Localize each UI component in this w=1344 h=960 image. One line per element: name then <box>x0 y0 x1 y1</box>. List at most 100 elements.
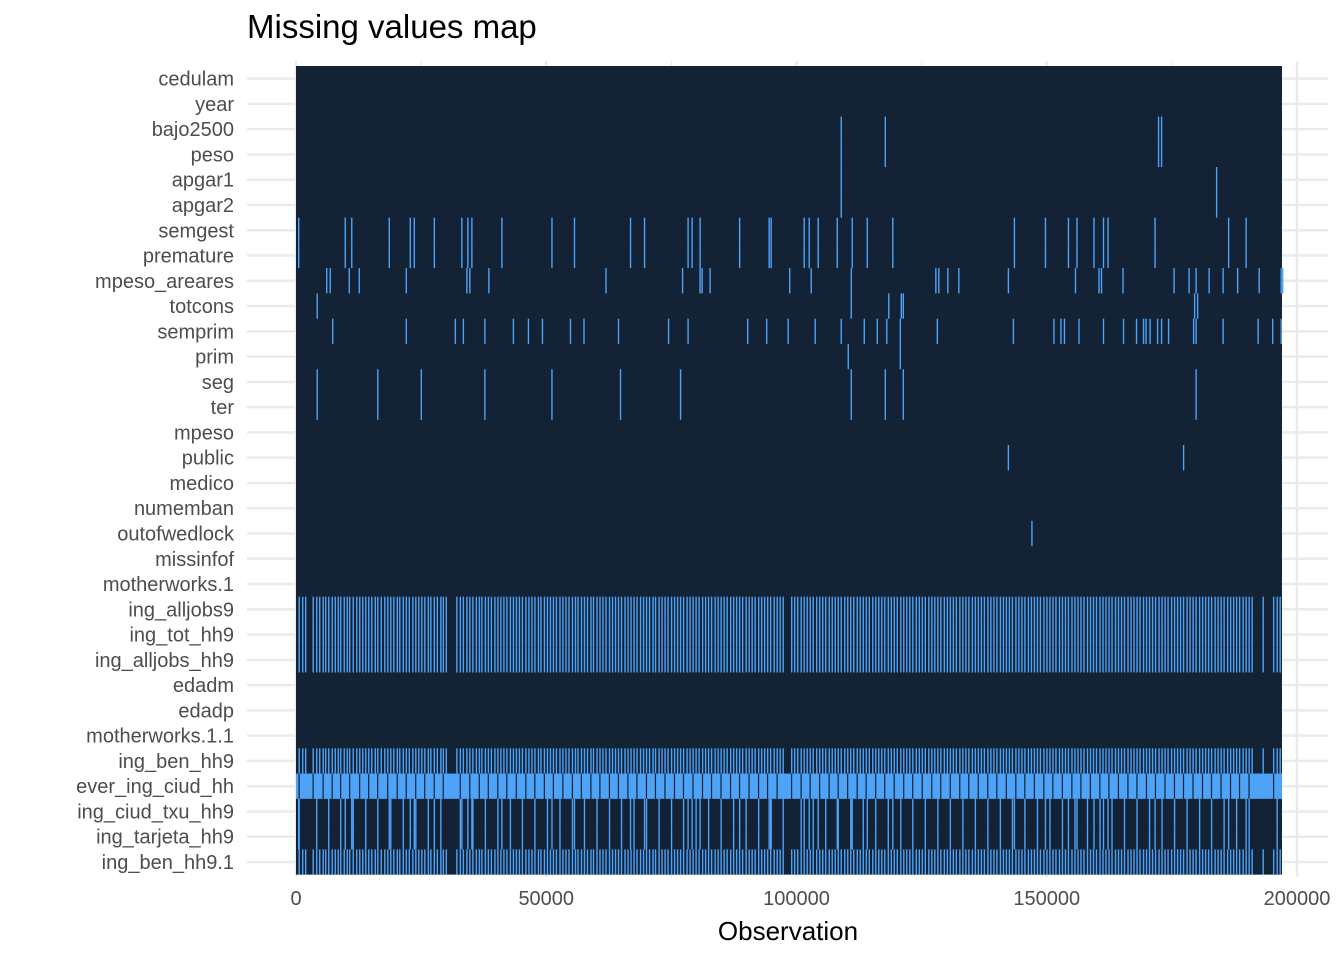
missing-mark <box>456 621 458 648</box>
missing-mark <box>1030 748 1033 774</box>
missing-mark <box>822 849 824 875</box>
missing-mark <box>430 849 432 875</box>
missing-mark <box>1262 748 1264 774</box>
missing-mark <box>1018 748 1020 774</box>
missing-mark <box>881 596 883 622</box>
missing-mark <box>1223 647 1225 673</box>
missing-mark <box>337 596 339 622</box>
missing-mark <box>427 748 430 774</box>
missing-mark <box>322 748 324 774</box>
missing-mark <box>863 318 865 344</box>
missing-mark <box>990 748 992 774</box>
missing-mark <box>630 849 632 875</box>
missing-mark <box>776 621 778 648</box>
missing-mark <box>1011 621 1014 648</box>
missing-mark <box>754 596 756 622</box>
missing-mark <box>349 621 351 648</box>
missing-mark <box>1220 849 1222 875</box>
missing-mark <box>812 596 814 622</box>
missing-mark <box>1192 318 1195 344</box>
missing-mark <box>673 596 676 622</box>
missing-mark <box>349 748 351 774</box>
missing-mark <box>583 647 586 673</box>
missing-mark <box>1238 647 1241 673</box>
missing-mark <box>847 647 849 673</box>
missing-mark <box>983 647 986 673</box>
missing-mark <box>527 318 530 344</box>
present-mark <box>701 773 704 799</box>
missing-mark <box>602 621 604 648</box>
missing-mark <box>624 596 626 622</box>
missing-mark <box>1192 596 1194 622</box>
missing-mark <box>687 318 689 344</box>
missing-mark <box>1007 445 1010 471</box>
missing-mark <box>1133 748 1135 774</box>
missing-mark <box>568 596 570 622</box>
missing-mark <box>599 849 601 875</box>
missing-mark <box>1114 647 1117 673</box>
missing-mark <box>902 394 905 420</box>
missing-mark <box>847 596 849 622</box>
y-axis-label: numemban <box>134 498 234 520</box>
missing-mark <box>546 647 549 673</box>
missing-mark <box>837 748 839 774</box>
missing-mark <box>387 849 389 875</box>
missing-mark <box>461 217 463 243</box>
missing-mark <box>478 647 481 673</box>
missing-mark <box>388 798 390 825</box>
missing-mark <box>415 647 417 673</box>
missing-mark <box>344 798 346 825</box>
missing-mark <box>748 621 750 648</box>
missing-mark <box>971 647 974 673</box>
missing-mark <box>459 798 462 825</box>
missing-mark <box>971 748 974 774</box>
missing-mark <box>639 596 642 622</box>
missing-mark <box>949 748 952 774</box>
missing-mark <box>679 849 682 875</box>
present-mark <box>654 773 657 799</box>
missing-mark <box>624 621 626 648</box>
missing-mark <box>819 748 821 774</box>
missing-mark <box>681 268 684 294</box>
missing-mark <box>316 621 318 648</box>
missing-mark <box>1092 621 1095 648</box>
missing-mark <box>803 748 805 774</box>
missing-mark <box>346 596 348 622</box>
missing-mark <box>421 849 423 875</box>
missing-mark <box>356 849 358 875</box>
present-mark <box>1024 773 1026 799</box>
missing-mark <box>853 849 855 875</box>
missing-mark <box>643 824 646 850</box>
missing-mark <box>768 824 770 850</box>
missing-mark <box>537 621 540 648</box>
missing-mark <box>592 596 595 622</box>
missing-mark <box>741 621 744 648</box>
missing-mark <box>958 268 960 294</box>
y-axis-label: year <box>195 94 234 116</box>
missing-mark <box>691 824 693 850</box>
missing-mark <box>509 621 512 648</box>
missing-mark <box>590 621 592 648</box>
missing-mark <box>769 748 772 774</box>
missing-mark <box>475 621 478 648</box>
missing-mark <box>619 394 622 420</box>
missing-mark <box>459 647 462 673</box>
present-mark <box>748 773 750 799</box>
missing-mark <box>1052 596 1054 622</box>
missing-mark <box>770 242 772 269</box>
missing-mark <box>1210 621 1213 648</box>
missing-mark <box>1167 849 1169 875</box>
missing-mark <box>887 621 889 648</box>
missing-mark <box>1064 748 1067 774</box>
missing-mark <box>822 748 824 774</box>
missing-mark <box>620 647 623 673</box>
missing-mark <box>987 798 989 825</box>
missing-mark <box>881 849 883 875</box>
missing-mark <box>1005 748 1008 774</box>
x-tick-label: 0 <box>290 888 301 910</box>
missing-mark <box>1182 445 1185 471</box>
missing-mark <box>1036 849 1039 875</box>
missing-mark <box>298 621 300 648</box>
missing-mark <box>903 849 905 875</box>
missing-mark <box>1117 849 1120 875</box>
